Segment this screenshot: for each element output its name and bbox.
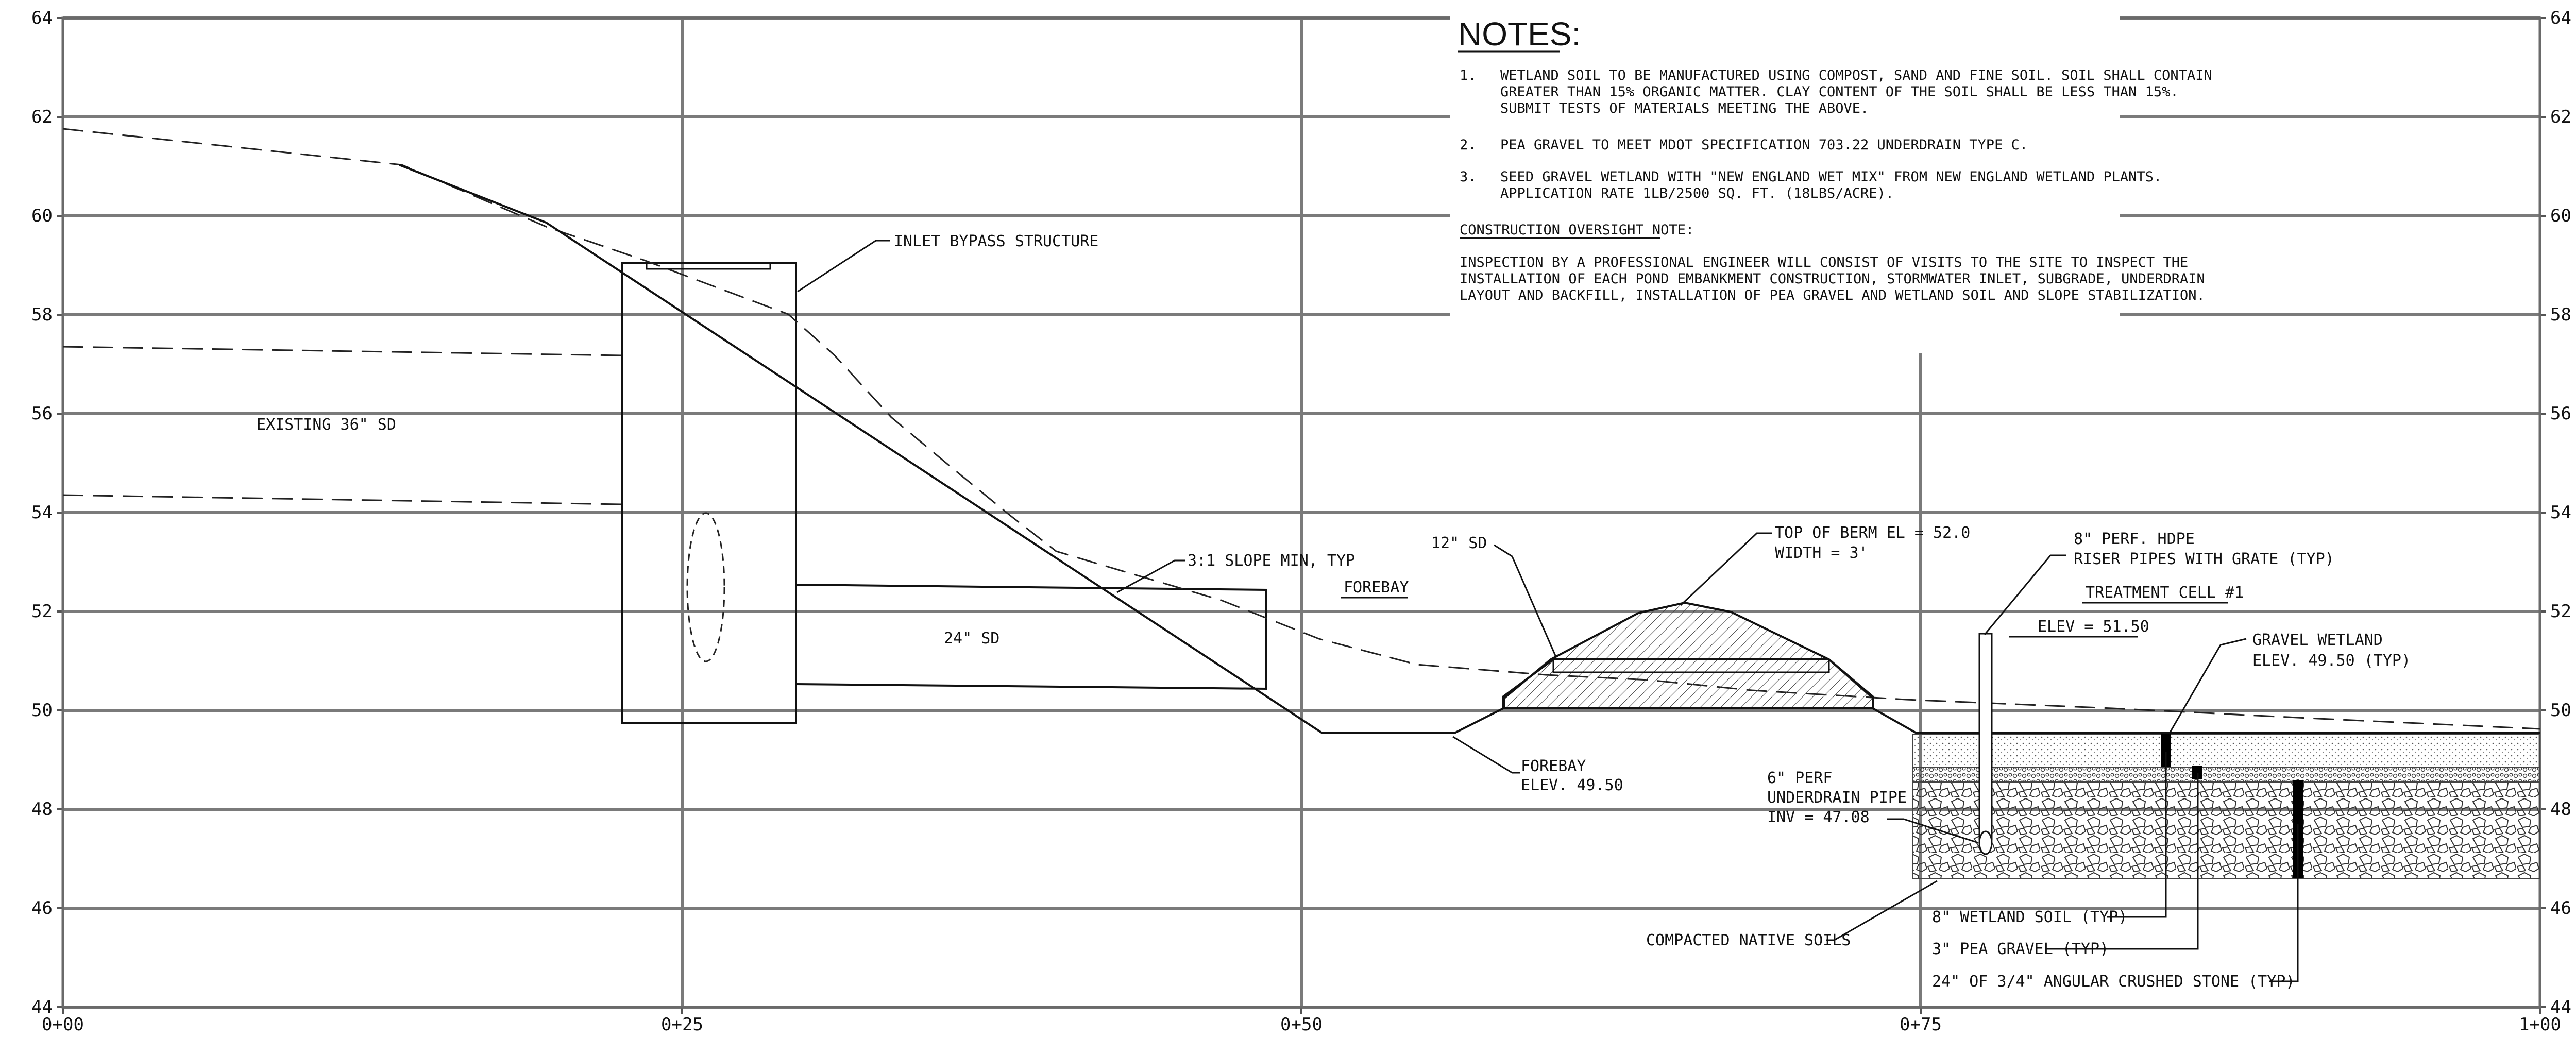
x-tick-label: 0+00: [42, 1014, 84, 1034]
treatment-cell-label: TREATMENT CELL #1: [2086, 584, 2244, 602]
sd-12-label: 12" SD: [1431, 534, 1487, 552]
crushed-stone-label: 24" OF 3/4" ANGULAR CRUSHED STONE (TYP): [1932, 973, 2295, 991]
note-number: 1.: [1460, 67, 1477, 83]
berm-label-2: WIDTH = 3': [1775, 544, 1868, 562]
forebay-elev-label-2: ELEV. 49.50: [1521, 776, 1623, 794]
x-tick-label: 0+50: [1280, 1014, 1323, 1034]
underdrain-label-3: INV = 47.08: [1767, 808, 1870, 826]
forebay-elev-label-1: FOREBAY: [1521, 757, 1586, 775]
riser-label-2: RISER PIPES WITH GRATE (TYP): [2074, 550, 2334, 568]
forebay-label: FOREBAY: [1344, 579, 1409, 597]
x-tick-label: 0+25: [661, 1014, 703, 1034]
y-tick-left: 62: [31, 107, 53, 127]
wetland-soil-label: 8" WETLAND SOIL (TYP): [1932, 908, 2127, 926]
y-tick-right: 52: [2550, 601, 2571, 622]
sd-12-leader: [1494, 544, 1557, 657]
note-number: 2.: [1460, 137, 1477, 153]
compacted-label: COMPACTED NATIVE SOILS: [1646, 931, 1851, 949]
notes-items: 1. WETLAND SOIL TO BE MANUFACTURED USING …: [1460, 67, 2212, 201]
y-tick-labels: 64 64 62 62 60 60 58 58 56 56 54 54 52 52 50 50 48 48 46 46…: [31, 8, 2571, 1017]
y-tick-left: 52: [31, 601, 53, 622]
underdrain-label-2: UNDERDRAIN PIPE: [1767, 789, 1907, 807]
slope-label: 3:1 SLOPE MIN, TYP: [1188, 552, 1355, 570]
crushed-stone-leader: [2269, 824, 2299, 982]
existing-sd-label: EXISTING 36" SD: [257, 416, 396, 434]
note-line: APPLICATION RATE 1LB/2500 SQ. FT. (18LBS…: [1500, 185, 1894, 201]
x-tick-label: 0+75: [1900, 1014, 1942, 1034]
note-line: SEED GRAVEL WETLAND WITH "NEW ENGLAND WE…: [1500, 169, 2162, 185]
notes-background: [1450, 11, 2120, 351]
y-tick-right: 56: [2550, 403, 2571, 424]
y-tick-right: 46: [2550, 898, 2571, 919]
riser-leader: [1984, 554, 2066, 635]
inlet-bypass-label: INLET BYPASS STRUCTURE: [894, 232, 1098, 250]
y-tick-right: 60: [2550, 206, 2571, 226]
y-tick-right: 54: [2550, 502, 2571, 523]
y-tick-left: 46: [31, 898, 53, 919]
gravel-wetland-label-1: GRAVEL WETLAND: [2252, 631, 2383, 649]
oversight-line: INSTALLATION OF EACH POND EMBANKMENT CON…: [1460, 271, 2205, 287]
x-tick-label: 1+00: [2519, 1014, 2561, 1034]
wetland-soil-leader: [2107, 752, 2167, 918]
note-number: 3.: [1460, 169, 1477, 185]
y-tick-right: 64: [2550, 8, 2571, 28]
y-tick-right: 62: [2550, 107, 2571, 127]
slope-leader: [1116, 559, 1185, 593]
inlet-bypass-leader: [797, 240, 890, 293]
y-tick-right: 50: [2550, 700, 2571, 721]
inlet-bypass-structure: [621, 262, 797, 724]
note-line: GREATER THAN 15% ORGANIC MATTER. CLAY CO…: [1500, 84, 2179, 100]
gravel-wetland-leader: [2168, 638, 2247, 735]
treatment-cell: [1912, 734, 2540, 879]
pea-gravel-leader: [2045, 773, 2199, 950]
y-tick-left: 44: [31, 997, 53, 1017]
underdrain-label-1: 6" PERF: [1767, 769, 1832, 787]
y-tick-left: 64: [31, 8, 53, 28]
y-tick-right: 48: [2550, 799, 2571, 820]
riser-label-1: 8" PERF. HDPE: [2074, 530, 2195, 548]
plot-frame: [61, 16, 2541, 1009]
forebay-elev-leader: [1452, 736, 1520, 774]
riser-pipe: [1978, 633, 1993, 855]
underdrain-leader: [1887, 818, 1979, 844]
note-line: SUBMIT TESTS OF MATERIALS MEETING THE AB…: [1500, 100, 1869, 116]
oversight-title: CONSTRUCTION OVERSIGHT NOTE:: [1460, 222, 1694, 238]
proposed-grade-line: [399, 164, 2540, 734]
oversight-lines: INSPECTION BY A PROFESSIONAL ENGINEER WI…: [1460, 254, 2205, 303]
y-tick-left: 48: [31, 799, 53, 820]
berm: [1502, 601, 1874, 709]
oversight-line: LAYOUT AND BACKFILL, INSTALLATION OF PEA…: [1460, 287, 2205, 303]
berm-label-1: TOP OF BERM EL = 52.0: [1775, 524, 1970, 542]
note-line: PEA GRAVEL TO MEET MDOT SPECIFICATION 70…: [1500, 137, 2028, 153]
pea-gravel-label: 3" PEA GRAVEL (TYP): [1932, 940, 2109, 958]
y-tick-left: 58: [31, 304, 53, 325]
grid: [57, 16, 2546, 1014]
berm-leader: [1680, 532, 1772, 606]
gravel-wetland-label-2: ELEV. 49.50 (TYP): [2252, 652, 2411, 670]
existing-36-sd-pipe: [62, 346, 621, 505]
y-tick-left: 56: [31, 403, 53, 424]
x-tick-labels: 0+00 0+25 0+50 0+75 1+00: [42, 1014, 2561, 1035]
notes-title: NOTES:: [1458, 15, 1581, 53]
y-tick-left: 60: [31, 206, 53, 226]
note-line: WETLAND SOIL TO BE MANUFACTURED USING CO…: [1500, 67, 2212, 83]
y-tick-left: 54: [31, 502, 53, 523]
riser-elev-label: ELEV = 51.50: [2038, 618, 2149, 636]
y-tick-right: 58: [2550, 304, 2571, 325]
sd-24-pipe: [795, 584, 1267, 690]
y-tick-right: 44: [2550, 997, 2571, 1017]
sd-24-label: 24" SD: [944, 630, 999, 648]
oversight-line: INSPECTION BY A PROFESSIONAL ENGINEER WI…: [1460, 254, 2188, 270]
y-tick-left: 50: [31, 700, 53, 721]
compacted-leader: [1826, 880, 1938, 941]
